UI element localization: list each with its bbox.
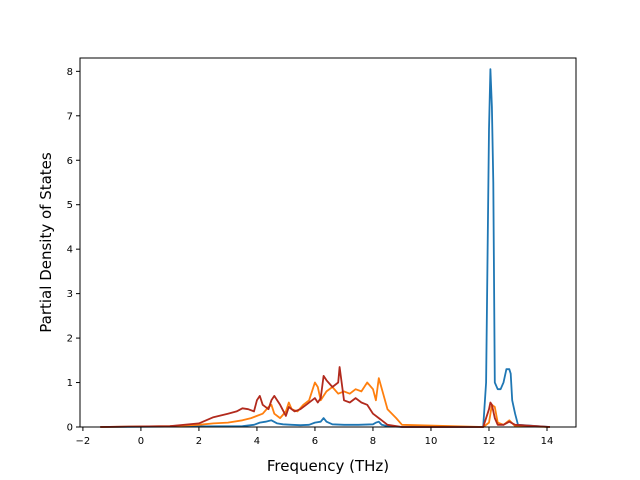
x-axis-label: Frequency (THz): [267, 457, 389, 475]
x-tick-label: 12: [483, 436, 496, 447]
y-axis-ticks: 0 1 2 3 4 5 6 7 8: [67, 67, 80, 434]
series-line-1: [100, 68, 550, 428]
y-axis-label: Partial Density of States: [37, 152, 55, 333]
x-tick-label: 8: [370, 436, 376, 447]
series-line-3: [100, 366, 550, 428]
y-tick-label: 3: [67, 289, 73, 300]
x-axis-ticks: −2 0 2 4 6 8 10 12 14: [76, 427, 554, 447]
x-tick-label: 6: [312, 436, 318, 447]
y-tick-label: 1: [67, 378, 73, 389]
y-tick-label: 8: [67, 67, 73, 78]
y-tick-label: 0: [67, 423, 73, 434]
y-tick-label: 2: [67, 334, 73, 345]
x-tick-label: −2: [76, 436, 91, 447]
y-tick-label: 5: [67, 200, 73, 211]
plot-lines: [100, 68, 550, 428]
y-tick-label: 7: [67, 111, 73, 122]
y-tick-label: 6: [67, 156, 73, 167]
axes-frame: [79, 57, 577, 428]
y-tick-label: 4: [67, 245, 73, 256]
x-tick-label: 14: [541, 436, 554, 447]
series-line-2: [100, 377, 550, 428]
x-tick-label: 4: [254, 436, 260, 447]
x-tick-label: 10: [425, 436, 438, 447]
x-tick-label: 0: [138, 436, 144, 447]
x-tick-label: 2: [196, 436, 202, 447]
